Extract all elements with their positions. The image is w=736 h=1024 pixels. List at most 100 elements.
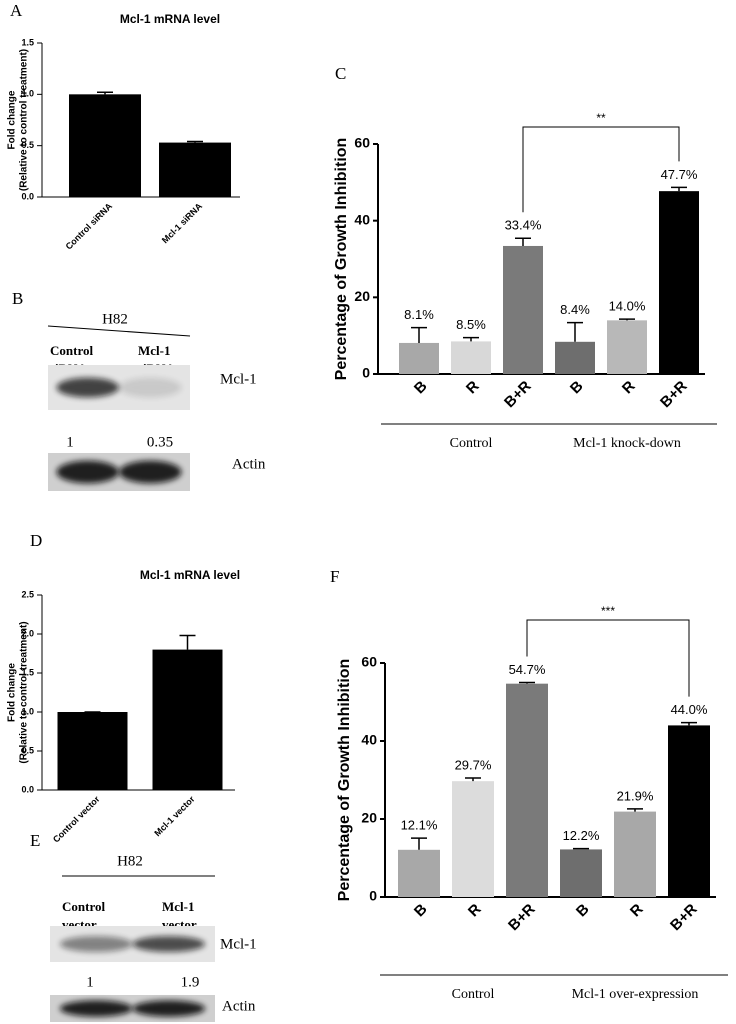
panel-label: C bbox=[335, 64, 346, 83]
panel-label: E bbox=[30, 831, 40, 850]
x-tick-label: R bbox=[463, 378, 483, 398]
x-tick-label: Control siRNA bbox=[64, 201, 115, 252]
value-label: 44.0% bbox=[671, 702, 708, 717]
bar bbox=[560, 849, 602, 897]
blot-column-label: Mcl-1 bbox=[138, 343, 170, 358]
value-label: 12.1% bbox=[401, 818, 438, 833]
error-bar bbox=[619, 318, 635, 321]
bar bbox=[614, 811, 656, 897]
significance-bracket bbox=[522, 126, 680, 213]
bar bbox=[452, 781, 494, 897]
value-label: 21.9% bbox=[617, 788, 654, 803]
bar bbox=[506, 683, 548, 897]
chart-title: Mcl-1 mRNA level bbox=[140, 568, 240, 582]
x-tick-label: B bbox=[567, 378, 587, 398]
blot-band bbox=[132, 936, 206, 952]
x-tick-label: Control vector bbox=[51, 794, 102, 845]
x-tick-label: B bbox=[411, 901, 431, 921]
x-tick-label: B+R bbox=[667, 901, 701, 935]
error-bar bbox=[627, 808, 643, 812]
error-bar bbox=[567, 321, 583, 342]
y-axis-label: (Relative to control treatment) bbox=[19, 49, 30, 191]
blot-band bbox=[59, 1000, 133, 1017]
panel-label: A bbox=[10, 1, 23, 20]
x-tick-label: B bbox=[573, 901, 593, 921]
y-tick-label: 20 bbox=[361, 810, 377, 826]
blot-quantification: 0.35 bbox=[147, 434, 173, 450]
blot-band-label: Mcl-1 bbox=[220, 936, 257, 952]
y-tick-label: 0.5 bbox=[21, 745, 34, 755]
error-bar bbox=[411, 326, 427, 343]
blot-quantification: 1 bbox=[66, 434, 74, 450]
error-bar bbox=[179, 634, 196, 650]
error-bar bbox=[515, 237, 531, 246]
blot-column-label: Control bbox=[50, 343, 93, 358]
y-tick-label: 2.0 bbox=[21, 628, 34, 638]
error-bar bbox=[463, 336, 479, 342]
y-tick-label: 1.5 bbox=[21, 667, 34, 677]
bar bbox=[659, 191, 699, 374]
blot-title: H82 bbox=[102, 311, 128, 327]
y-axis-label: Percentage of Growth Inhibition bbox=[336, 659, 353, 902]
x-tick-label: R bbox=[627, 901, 647, 921]
blot-band bbox=[132, 1000, 206, 1017]
y-tick-label: 1.0 bbox=[21, 706, 34, 716]
x-tick-label: B+R bbox=[505, 901, 539, 935]
blot-band bbox=[56, 377, 119, 398]
blot-band bbox=[119, 460, 182, 484]
bar bbox=[69, 94, 141, 197]
y-tick-label: 60 bbox=[361, 654, 377, 670]
y-tick-label: 0 bbox=[369, 888, 377, 904]
blot-column-label: Mcl-1 bbox=[162, 899, 194, 914]
group-label: Control bbox=[450, 436, 493, 451]
blot-quantification: 1.9 bbox=[181, 974, 200, 990]
blot-band-label: Actin bbox=[222, 998, 256, 1014]
value-label: 8.1% bbox=[404, 307, 434, 322]
x-tick-label: R bbox=[619, 378, 639, 398]
significance-bracket bbox=[526, 619, 690, 697]
bar bbox=[451, 341, 491, 374]
panel-label: B bbox=[12, 289, 23, 308]
group-label: Control bbox=[452, 987, 495, 1002]
x-tick-label: B+R bbox=[657, 378, 691, 412]
bar bbox=[159, 142, 231, 197]
value-label: 8.4% bbox=[560, 302, 590, 317]
value-label: 14.0% bbox=[609, 299, 646, 314]
error-bar bbox=[519, 681, 535, 684]
significance-label: *** bbox=[601, 604, 615, 618]
blot-quantification: 1 bbox=[86, 974, 94, 990]
y-axis-label: Fold change bbox=[7, 90, 18, 149]
group-label: Mcl-1 over-expression bbox=[572, 987, 699, 1002]
blot-band bbox=[56, 460, 119, 484]
error-bar bbox=[573, 847, 589, 850]
y-tick-label: 40 bbox=[354, 211, 370, 227]
blot-band bbox=[59, 936, 133, 952]
panel-label: F bbox=[330, 567, 339, 586]
y-tick-label: 60 bbox=[354, 135, 370, 151]
y-tick-label: 20 bbox=[354, 288, 370, 304]
error-bar bbox=[465, 777, 481, 782]
group-label: Mcl-1 knock-down bbox=[573, 436, 681, 451]
y-axis-label: Percentage of Growth Inhibition bbox=[333, 138, 350, 381]
bar bbox=[668, 725, 710, 897]
y-tick-label: 0 bbox=[362, 365, 370, 381]
blot-band-label: Mcl-1 bbox=[220, 371, 257, 387]
bar bbox=[399, 342, 439, 374]
error-bar bbox=[97, 91, 113, 95]
bar bbox=[398, 849, 440, 897]
value-label: 8.5% bbox=[456, 317, 486, 332]
blot-band bbox=[119, 377, 182, 398]
y-axis-label: Fold change bbox=[7, 663, 18, 722]
error-bar bbox=[671, 186, 687, 192]
bar bbox=[152, 649, 223, 790]
bar bbox=[57, 712, 128, 790]
y-axis-label: (Relative to control treatment) bbox=[19, 621, 30, 763]
value-label: 29.7% bbox=[455, 757, 492, 772]
value-label: 47.7% bbox=[661, 167, 698, 182]
bar bbox=[607, 320, 647, 374]
significance-label: ** bbox=[596, 111, 606, 125]
x-tick-label: Mcl-1 vector bbox=[152, 794, 197, 839]
y-tick-label: 0.5 bbox=[21, 140, 34, 150]
panel-label: D bbox=[30, 531, 42, 550]
y-tick-label: 1.5 bbox=[21, 37, 34, 47]
